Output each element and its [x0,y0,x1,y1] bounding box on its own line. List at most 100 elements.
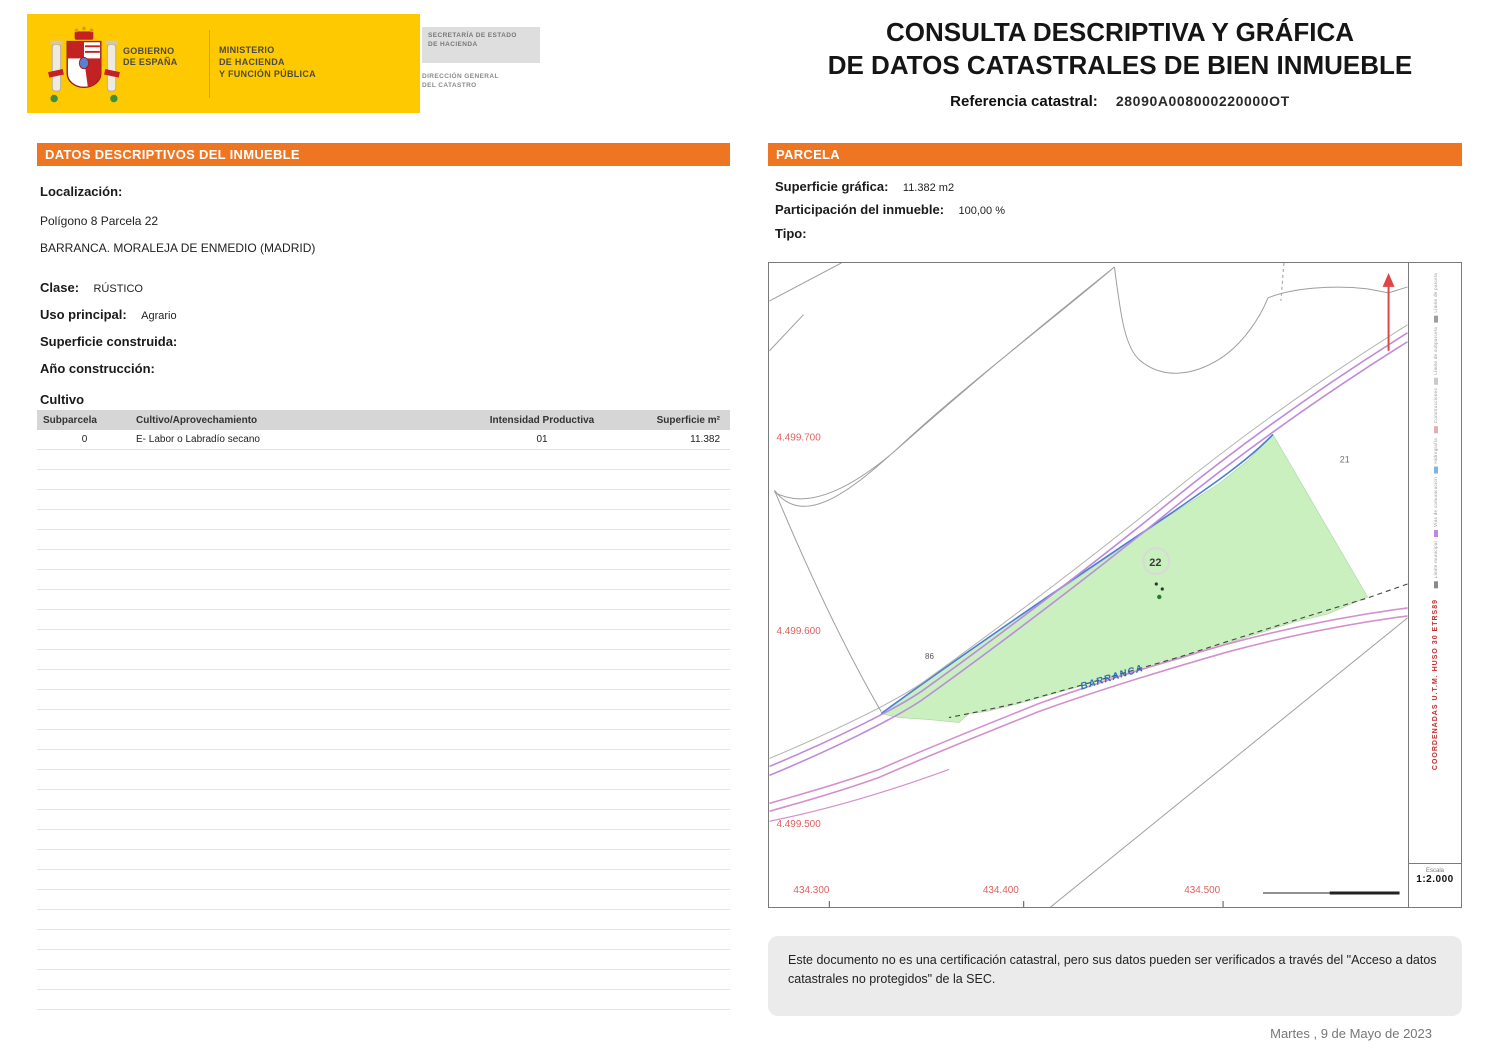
cell-cultivo: E- Labor o Labradío secano [136,434,260,445]
legend-item: Construcciones [1433,388,1438,434]
clase-label: Clase: [40,280,80,295]
localizacion-line2: BARRANCA. MORALEJA DE ENMEDIO (MADRID) [40,241,316,255]
table-row [37,730,730,750]
legend-symbol [1433,581,1438,589]
superficie-grafica-value: 11.382 m2 [902,182,955,194]
stream-line [880,433,1274,715]
grid-label: 4.499.600 [776,626,821,637]
grid-ticks [828,901,1224,907]
table-row [37,490,730,510]
parcel-number-label: 22 [1149,557,1161,569]
parcel-22-polygon [880,433,1369,723]
cultivo-label: Cultivo [40,392,85,407]
table-row [37,910,730,930]
table-row [37,510,730,530]
legend-item: Hidrografía [1433,438,1438,474]
table-row [37,810,730,830]
subparcel-dot [1157,594,1162,600]
col-cultivo: Cultivo/Aprovechamiento [136,414,258,426]
crs-note: COORDENADAS U.T.M. HUSO 30 ETRS89 [1431,598,1439,770]
table-row [37,890,730,910]
grid-label: 434.500 [1184,885,1220,896]
legend-symbol [1433,530,1438,538]
participacion-value: 100,00 % [958,205,1005,217]
superficie-construida-row: Superficie construida: [40,333,187,351]
table-row [37,670,730,690]
cell-subparcela: 0 [81,434,88,445]
document-date: Martes , 9 de Mayo de 2023 [1270,1026,1432,1041]
table-row [37,610,730,630]
spain-coat-of-arms-icon [48,26,120,103]
table-row [37,590,730,610]
cell-intensidad: 01 [536,434,548,445]
table-row [37,750,730,770]
datos-descriptivos-header: DATOS DESCRIPTIVOS DEL INMUEBLE [37,143,730,166]
table-row [37,850,730,870]
referencia-label: Referencia catastral: [950,93,1098,110]
table-row [37,450,730,470]
disclaimer-box: Este documento no es una certificación c… [768,936,1462,1016]
anio-construccion-row: Año construcción: [40,360,165,378]
superficie-grafica-label: Superficie gráfica: [775,179,889,194]
legend-item: Límite municipal [1433,541,1438,589]
cultivo-empty-rows [37,450,730,1010]
localizacion-label: Localización: [40,184,123,199]
table-row [37,970,730,990]
grid-label: 4.499.500 [776,819,821,830]
uso-principal-label: Uso principal: [40,307,127,322]
table-row [37,570,730,590]
direccion-general-label: DIRECCIÓN GENERAL DEL CATASTRO [422,73,499,89]
table-row [37,630,730,650]
tipo-row: Tipo: [775,225,817,243]
boundary-lines [769,263,1408,907]
col-intensidad: Intensidad Productiva [489,414,595,426]
subparcel-dot [1160,587,1164,591]
table-row: 0 E- Labor o Labradío secano 01 11.382 [37,430,730,450]
legend-symbol [1433,377,1438,385]
table-row [37,950,730,970]
legend-item: Vías de comunicación [1433,477,1438,538]
tipo-label: Tipo: [775,226,807,241]
referencia-catastral: Referencia catastral: 28090A008000220000… [786,93,1454,110]
grid-label: 434.400 [983,885,1019,896]
upper-road [769,324,1408,777]
col-superficie: Superficie m² [656,414,720,426]
referencia-value: 28090A008000220000OT [1115,93,1290,109]
legend-symbol [1433,315,1438,323]
cultivo-table: Subparcela Cultivo/Aprovechamiento Inten… [37,410,730,1010]
grid-label: 434.300 [793,885,829,896]
ministerio-text: MINISTERIO DE HACIENDA Y FUNCIÓN PÚBLICA [219,45,316,79]
lower-road [769,607,1408,822]
dashed-boundary [948,583,1408,719]
table-row [37,930,730,950]
table-row [37,830,730,850]
parcela-header: PARCELA [768,143,1462,166]
uso-row: Uso principal: Agrario [40,306,177,324]
cell-superficie: 11.382 [690,434,720,445]
map-canvas: 22 21 86 BARRANCA 4.499.700 4.499.600 4.… [769,263,1408,907]
table-row [37,650,730,670]
table-header-row: Subparcela Cultivo/Aprovechamiento Inten… [37,410,730,430]
grid-label: 4.499.700 [776,432,821,443]
table-row [37,710,730,730]
legend-symbol [1433,466,1438,474]
scale-box: Escala 1:2.000 [1408,863,1461,907]
map-legend-strip: Límite de parcela Límite de subparcela C… [1408,263,1461,907]
cadastral-map: 22 21 86 BARRANCA 4.499.700 4.499.600 4.… [768,262,1462,908]
escala-label: Escala [1425,868,1444,874]
superficie-grafica-row: Superficie gráfica: 11.382 m2 [775,178,954,196]
subparcel-dot [1154,582,1158,586]
grid-labels-x: 434.300 434.400 434.500 [793,885,1220,896]
table-row [37,870,730,890]
table-row [37,530,730,550]
anio-construccion-label: Año construcción: [40,361,155,376]
legend-item: Límite de subparcela [1433,327,1438,385]
superficie-construida-label: Superficie construida: [40,334,178,349]
table-row [37,990,730,1010]
neighbor-parcel-label: 21 [1340,454,1350,464]
legend-symbol [1433,426,1438,434]
localizacion-line1: Polígono 8 Parcela 22 [40,214,159,228]
grid-labels-y: 4.499.700 4.499.600 4.499.500 [776,432,821,830]
legend-item: Límite de parcela [1433,273,1438,323]
